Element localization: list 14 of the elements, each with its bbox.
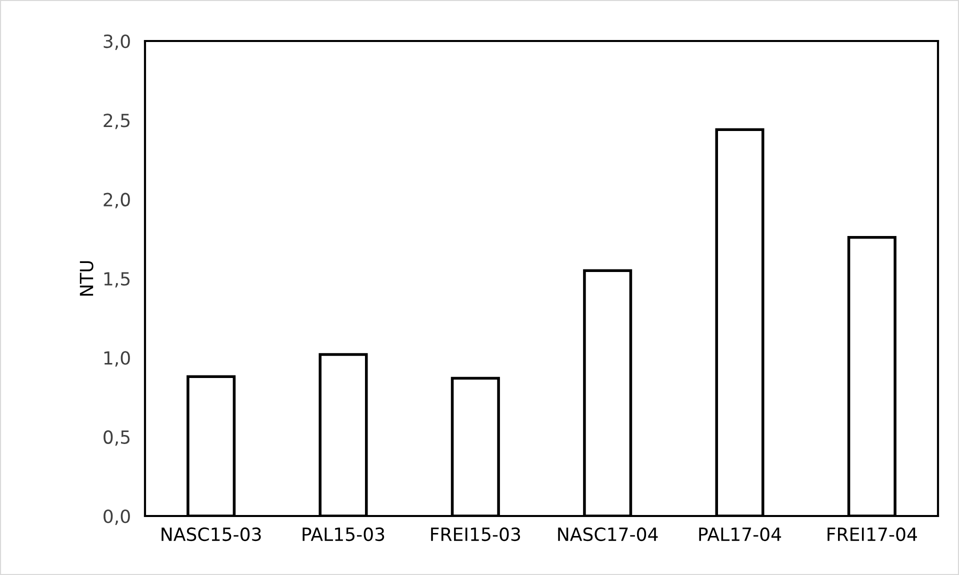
y-tick-label: 1,5 — [104, 272, 130, 288]
y-tick-label: 2,0 — [104, 192, 130, 208]
x-tick-label: NASC17-04 — [558, 527, 658, 542]
y-tick-label: 2,5 — [104, 114, 130, 130]
y-tick-label: 0,0 — [104, 509, 130, 525]
y-axis-title: NTU — [80, 261, 94, 296]
x-tick-label: FREI15-03 — [431, 527, 520, 542]
x-tick-label: PAL17-04 — [699, 527, 782, 542]
x-tick-label: NASC15-03 — [162, 527, 261, 542]
x-tick-label: FREI17-04 — [828, 527, 917, 542]
y-tick-label: 0,5 — [104, 430, 130, 446]
y-tick-label: 1,0 — [104, 351, 130, 367]
y-tick-label: 3,0 — [104, 34, 130, 50]
x-tick-label: PAL15-03 — [302, 527, 384, 542]
